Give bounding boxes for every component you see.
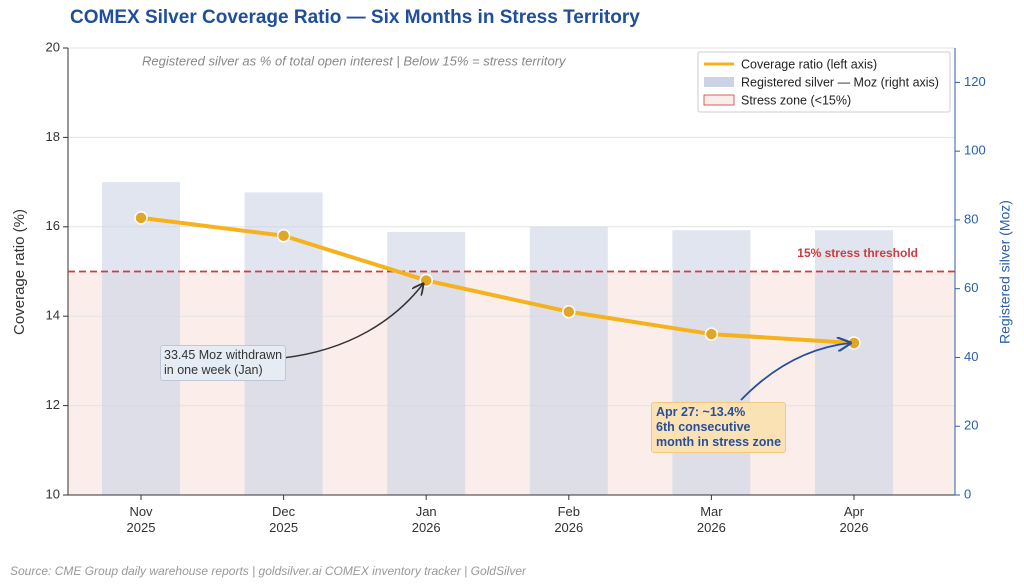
y2-tick-label: 80 xyxy=(964,211,978,226)
bar xyxy=(102,182,180,495)
subtitle: Registered silver as % of total open int… xyxy=(142,53,567,68)
stress-zone xyxy=(68,271,955,495)
y2-tick-label: 60 xyxy=(964,280,978,295)
chart-title: COMEX Silver Coverage Ratio — Six Months… xyxy=(70,7,640,28)
y-tick-label: 18 xyxy=(46,129,60,144)
y-tick-label: 14 xyxy=(46,308,60,323)
legend-box xyxy=(697,51,951,113)
bar xyxy=(815,230,893,495)
annotation: 33.45 Moz withdrawn in one week (Jan) xyxy=(160,345,287,381)
point xyxy=(704,327,719,341)
y2-tick-label: 20 xyxy=(964,418,978,433)
source: Source: CME Group daily warehouse report… xyxy=(10,564,527,578)
legend-label: Coverage ratio (left axis) xyxy=(741,57,877,71)
x-tick-label: Apr 2026 xyxy=(839,504,869,535)
y2-tick-label: 120 xyxy=(964,74,986,89)
bar xyxy=(672,230,751,495)
y-tick-label: 10 xyxy=(46,486,60,501)
y-tick-label: 12 xyxy=(46,397,60,412)
legend-label: Stress zone (<15%) xyxy=(741,93,851,107)
point xyxy=(134,211,148,225)
bar xyxy=(529,226,608,496)
annotation: Apr 27: ~13.4% 6th consecutive month in … xyxy=(651,402,787,453)
x-tick-label: Mar 2026 xyxy=(696,504,726,535)
y-tick-label: 16 xyxy=(46,218,60,233)
legend-swatch xyxy=(703,94,735,106)
x-tick-label: Feb 2026 xyxy=(554,504,584,535)
y2-tick-label: 40 xyxy=(964,349,978,364)
annotation-arrow xyxy=(740,343,850,401)
y2-tick-label: 0 xyxy=(964,486,971,501)
point xyxy=(276,228,291,243)
legend-swatch xyxy=(704,77,734,87)
point xyxy=(562,304,576,319)
x-tick-label: Jan 2026 xyxy=(411,504,441,535)
legend-label: Registered silver — Moz (right axis) xyxy=(741,75,939,89)
x-tick-label: Dec 2025 xyxy=(269,504,299,535)
y2-tick-label: 100 xyxy=(964,143,986,158)
threshold-label: 15% stress threshold xyxy=(797,246,918,260)
line xyxy=(140,215,855,346)
annotation-arrow xyxy=(282,284,423,359)
y-axis-label: Coverage ratio (%) xyxy=(11,209,28,335)
x-tick-label: Nov 2025 xyxy=(126,504,156,535)
y-tick-label: 20 xyxy=(46,39,60,54)
y2-axis-label: Registered silver (Moz) xyxy=(997,200,1013,344)
